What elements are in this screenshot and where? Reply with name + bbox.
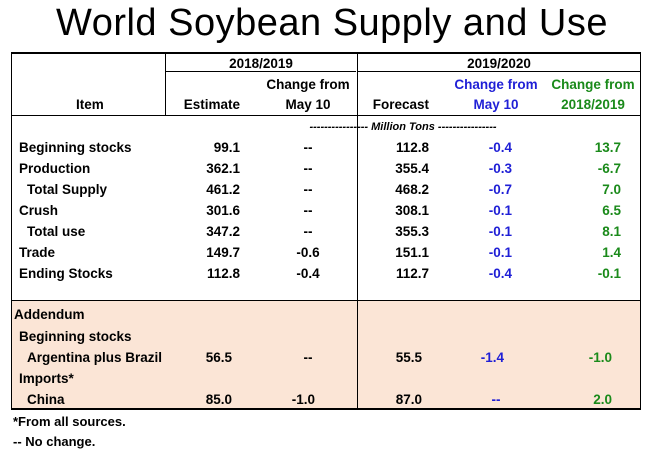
row-change-year: 1.4 [602, 245, 621, 260]
row-change-may-2018: -- [303, 203, 313, 218]
row-item: Crush [19, 203, 59, 218]
row-change-may-2018: -- [303, 182, 313, 197]
row-change-year: 2.0 [593, 392, 612, 407]
row-change-may-2019: -- [491, 392, 501, 407]
row-change-may-2019: -0.4 [488, 266, 512, 281]
row-item: China [27, 392, 65, 407]
footnote-sources: *From all sources. [13, 414, 126, 429]
row-item: Total use [27, 224, 86, 239]
row-change-may-2018: -- [303, 161, 313, 176]
row-change-may-2019: -0.7 [488, 182, 512, 197]
column-header-change1-line1: Change from [266, 77, 350, 92]
row-forecast: 355.4 [395, 161, 429, 176]
group-header-2019: 2019/2020 [467, 56, 531, 71]
group-header-2018: 2018/2019 [229, 56, 293, 71]
row-item: Trade [19, 245, 56, 260]
table-top-border [11, 52, 641, 54]
table-bottom-border [11, 408, 641, 410]
row-change-may-2018: -- [303, 350, 313, 365]
row-change-may-2018: -- [303, 224, 313, 239]
column-header-change2-line2: May 10 [473, 97, 519, 112]
row-change-year: 6.5 [602, 203, 621, 218]
addendum-top-border [11, 300, 641, 301]
row-change-year: -1.0 [588, 350, 612, 365]
addendum-imports-label: Imports* [19, 371, 74, 386]
row-forecast: 468.2 [395, 182, 429, 197]
column-header-item: Item [76, 97, 104, 112]
row-estimate: 461.2 [206, 182, 240, 197]
row-estimate: 301.6 [206, 203, 240, 218]
addendum-beginning-stocks-label: Beginning stocks [19, 329, 132, 344]
row-forecast: 355.3 [395, 224, 429, 239]
row-change-may-2019: -0.1 [488, 245, 512, 260]
row-change-may-2019: -0.3 [488, 161, 512, 176]
row-item: Beginning stocks [19, 140, 132, 155]
year-divider [357, 52, 358, 409]
row-estimate: 347.2 [206, 224, 240, 239]
row-item: Total Supply [27, 182, 107, 197]
row-change-may-2018: -0.4 [296, 266, 320, 281]
column-header-change3-line1: Change from [551, 77, 635, 92]
row-change-may-2018: -0.6 [296, 245, 320, 260]
row-forecast: 87.0 [395, 392, 422, 407]
header-bottom-border [11, 115, 641, 116]
row-estimate: 56.5 [205, 350, 232, 365]
row-estimate: 112.8 [206, 266, 240, 281]
addendum-background [11, 300, 641, 409]
row-change-may-2019: -0.1 [488, 224, 512, 239]
row-item: Argentina plus Brazil [27, 350, 163, 365]
row-change-may-2019: -0.1 [488, 203, 512, 218]
row-change-year: -6.7 [597, 161, 621, 176]
row-estimate: 85.0 [205, 392, 232, 407]
group-underline-right [358, 71, 641, 72]
row-change-year: -0.1 [597, 266, 621, 281]
row-change-may-2018: -- [303, 140, 313, 155]
column-header-change1-line2: May 10 [285, 97, 331, 112]
row-estimate: 362.1 [206, 161, 240, 176]
page-title: World Soybean Supply and Use [56, 2, 608, 44]
column-header-change2-line1: Change from [454, 77, 538, 92]
row-forecast: 151.1 [395, 245, 429, 260]
row-change-may-2018: -1.0 [291, 392, 315, 407]
row-estimate: 99.1 [213, 140, 240, 155]
footnote-no-change: -- No change. [13, 434, 96, 449]
row-item: Ending Stocks [19, 266, 113, 281]
row-change-may-2019: -1.4 [480, 350, 504, 365]
row-forecast: 112.8 [395, 140, 429, 155]
row-forecast: 112.7 [395, 266, 429, 281]
row-forecast: 308.1 [395, 203, 429, 218]
row-change-year: 13.7 [594, 140, 621, 155]
row-change-year: 8.1 [602, 224, 621, 239]
table-right-border [640, 52, 641, 409]
table-left-border [11, 52, 12, 409]
addendum-label: Addendum [14, 307, 85, 322]
row-item: Production [19, 161, 91, 176]
row-change-year: 7.0 [602, 182, 621, 197]
group-underline-left [165, 71, 356, 72]
row-estimate: 149.7 [206, 245, 240, 260]
item-column-divider [165, 52, 166, 116]
row-forecast: 55.5 [395, 350, 422, 365]
column-header-forecast: Forecast [372, 97, 429, 112]
row-change-may-2019: -0.4 [488, 140, 512, 155]
units-label: ---------------- Million Tons ----------… [309, 121, 497, 133]
column-header-estimate: Estimate [183, 97, 240, 112]
column-header-change3-line2: 2018/2019 [561, 97, 625, 112]
